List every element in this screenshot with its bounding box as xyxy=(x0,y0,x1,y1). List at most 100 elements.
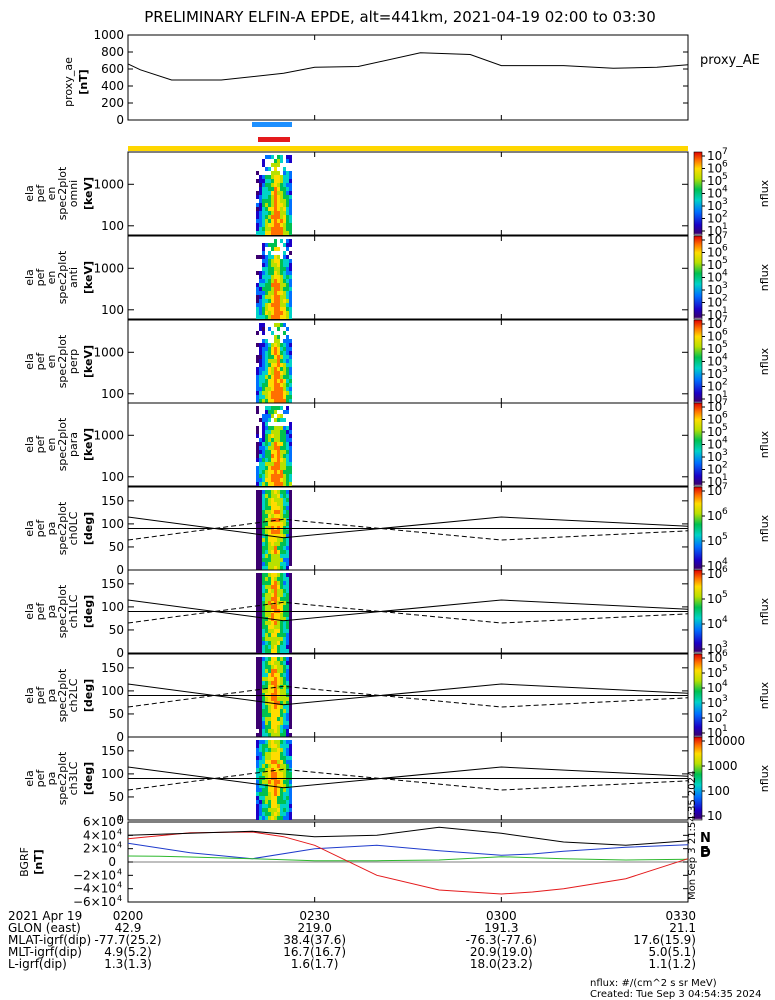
spectro-cell xyxy=(289,187,292,191)
spectro-cell xyxy=(274,490,277,494)
spectro-cell xyxy=(262,573,265,577)
spectro-cell xyxy=(268,283,271,287)
spectro-cell xyxy=(283,792,286,796)
spectro-cell xyxy=(289,315,292,319)
spectro-cell xyxy=(256,383,259,387)
spectro-cell xyxy=(259,522,262,526)
spectro-cell xyxy=(289,195,292,199)
spectro-cell xyxy=(283,291,286,295)
spectro-cell xyxy=(262,808,265,812)
spectro-cell xyxy=(277,446,280,450)
spectro-cell xyxy=(289,717,292,721)
spectro-cell xyxy=(262,784,265,788)
spectro-cell xyxy=(265,566,268,570)
spectro-cell xyxy=(271,307,274,311)
spectro-cell xyxy=(280,641,283,645)
spectro-cell xyxy=(271,371,274,375)
spectro-cell xyxy=(256,391,259,395)
spectro-cell xyxy=(271,203,274,207)
spectro-cell xyxy=(271,756,274,760)
spin-indicator-blue xyxy=(252,122,292,127)
spectro-cell xyxy=(268,669,271,673)
spectro-cell xyxy=(280,379,283,383)
ylabel-unit: [keV] xyxy=(82,177,95,210)
ytick-label: 1000 xyxy=(93,345,124,359)
colorbar-tick-label: 100 xyxy=(707,784,730,798)
spectro-cell xyxy=(262,701,265,705)
spectro-cell xyxy=(271,474,274,478)
spectro-cell xyxy=(289,697,292,701)
colorbar-tick-label: 10 xyxy=(707,342,722,356)
bgrf-line-e xyxy=(127,855,689,862)
spectro-cell xyxy=(289,283,292,287)
spectro-cell xyxy=(271,518,274,522)
spectro-cell xyxy=(271,283,274,287)
spectro-cell xyxy=(280,259,283,263)
spectro-cell xyxy=(286,756,289,760)
spectro-cell xyxy=(289,363,292,367)
spectro-cell xyxy=(265,458,268,462)
spectro-cell xyxy=(262,597,265,601)
spectro-cell xyxy=(262,347,265,351)
spectro-cell xyxy=(286,733,289,737)
spectro-cell xyxy=(268,231,271,235)
spectro-cell xyxy=(268,649,271,653)
spectro-cell xyxy=(271,573,274,577)
spectro-cell xyxy=(289,311,292,315)
bgrf-tick-exp: 4 xyxy=(117,894,122,903)
spectro-cell xyxy=(268,343,271,347)
spectro-cell xyxy=(286,701,289,705)
spectro-cell xyxy=(256,311,259,315)
spectro-cell xyxy=(274,725,277,729)
spectro-cell xyxy=(289,788,292,792)
spectro-cell xyxy=(268,705,271,709)
spectro-cell xyxy=(262,399,265,403)
spectro-cell xyxy=(262,426,265,430)
spectro-cell xyxy=(271,546,274,550)
spectro-cell xyxy=(271,542,274,546)
spectro-cell xyxy=(280,784,283,788)
spectro-cell xyxy=(289,359,292,363)
spectro-cell xyxy=(274,375,277,379)
spectro-cell xyxy=(262,219,265,223)
spectro-cell xyxy=(286,744,289,748)
ylabel-l3: en xyxy=(45,355,58,369)
ytick-label: 150 xyxy=(101,494,124,508)
spectro-cell xyxy=(280,597,283,601)
spectro-cell xyxy=(271,207,274,211)
spectro-cell xyxy=(271,379,274,383)
spectro-cell xyxy=(259,729,262,733)
spectro-cell xyxy=(259,685,262,689)
spectro-cell xyxy=(262,772,265,776)
spectro-cell xyxy=(271,601,274,605)
spectro-cell xyxy=(286,255,289,259)
spectro-cell xyxy=(268,291,271,295)
spectro-cell xyxy=(268,744,271,748)
spectro-cell xyxy=(259,613,262,617)
spectro-cell xyxy=(280,788,283,792)
spin-indicator-red xyxy=(258,137,290,142)
spectro-cell xyxy=(283,191,286,195)
spectro-cell xyxy=(274,387,277,391)
spectro-cell xyxy=(280,466,283,470)
spectro-cell xyxy=(265,434,268,438)
spectro-cell xyxy=(277,748,280,752)
spectro-cell xyxy=(259,283,262,287)
spectro-cell xyxy=(280,458,283,462)
spectro-cell xyxy=(286,506,289,510)
spectro-cell xyxy=(271,744,274,748)
spectro-cell xyxy=(289,744,292,748)
spectro-cell xyxy=(283,657,286,661)
spectro-cell xyxy=(286,239,289,243)
spectro-cell xyxy=(289,383,292,387)
spectro-cell xyxy=(277,227,280,231)
spectro-cell xyxy=(274,772,277,776)
spectro-cell xyxy=(274,271,277,275)
spectro-cell xyxy=(268,816,271,820)
spectro-cell xyxy=(277,315,280,319)
spectro-cell xyxy=(271,343,274,347)
spectro-cell xyxy=(274,681,277,685)
